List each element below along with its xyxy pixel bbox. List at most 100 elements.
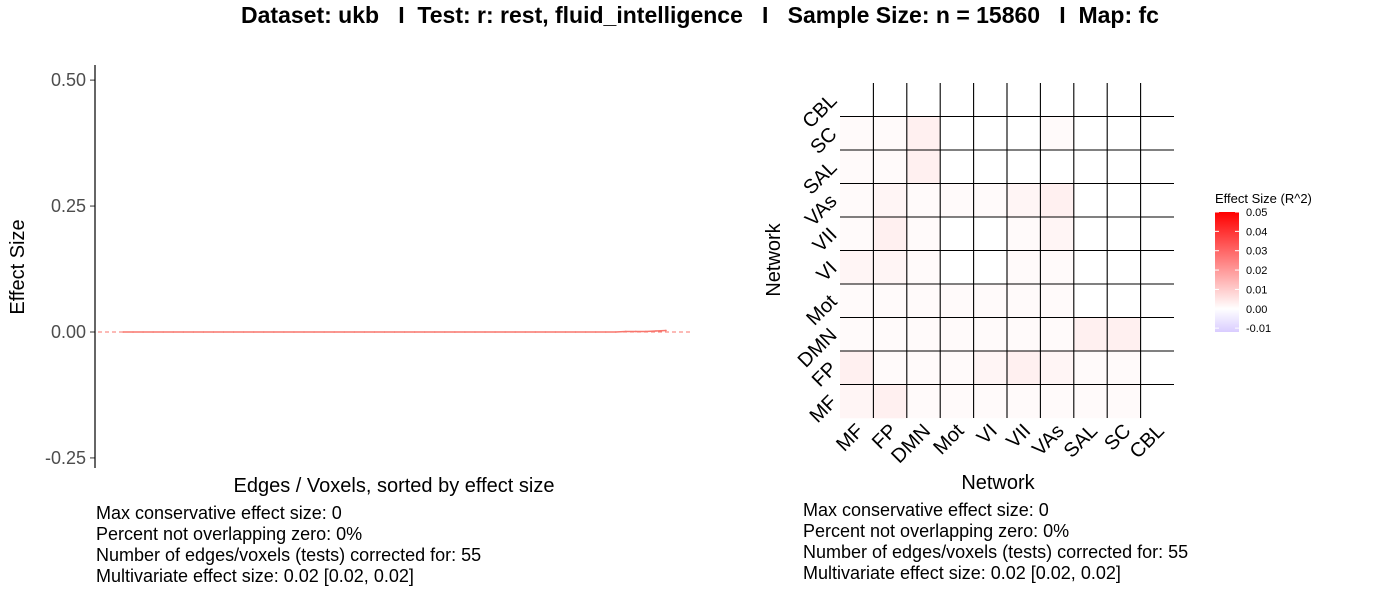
stat-multivariate-effect: Multivariate effect size: 0.02 [0.02, 0.… xyxy=(96,566,414,586)
effect-size-point xyxy=(343,331,346,333)
heatmap-cell xyxy=(940,83,974,117)
effect-size-point xyxy=(313,331,315,333)
effect-size-point xyxy=(242,331,245,333)
heatmap-x-tick-label: Mot xyxy=(929,420,968,459)
heatmap-cell xyxy=(1107,384,1141,419)
heatmap-cell xyxy=(873,116,908,151)
effect-size-point xyxy=(544,331,547,333)
heatmap-y-tick-label: Mot xyxy=(802,290,841,329)
legend-title: Effect Size (R^2) xyxy=(1215,191,1312,206)
effect-size-point xyxy=(293,331,295,333)
stat-percent-not-overlapping: Percent not overlapping zero: 0% xyxy=(803,521,1070,541)
effect-size-point xyxy=(454,331,456,333)
effect-size-point xyxy=(604,331,607,333)
effect-size-point xyxy=(524,331,527,333)
heatmap-y-tick-label: VI xyxy=(813,257,842,286)
heatmap-cell xyxy=(906,83,941,117)
effect-size-point xyxy=(474,331,476,333)
effect-size-point xyxy=(132,331,134,333)
heatmap-cell xyxy=(1107,351,1141,385)
stat-max-conservative-effect: Max conservative effect size: 0 xyxy=(96,503,342,523)
heatmap-cell xyxy=(1073,284,1108,318)
effect-size-point xyxy=(162,331,165,333)
stat-tests-corrected: Number of edges/voxels (tests) corrected… xyxy=(96,545,482,565)
heatmap-cell xyxy=(973,351,1008,385)
heatmap-y-tick-label: MF xyxy=(806,391,842,427)
heatmap-cells xyxy=(840,83,1175,419)
heatmap-cell xyxy=(1007,317,1041,352)
heatmap-cell xyxy=(1107,183,1141,218)
heatmap-cell xyxy=(840,83,874,117)
legend-tick-label: 0.03 xyxy=(1246,246,1267,258)
heatmap-cell xyxy=(1107,284,1141,318)
heatmap-cell xyxy=(940,317,974,352)
effect-size-point xyxy=(614,331,617,333)
effect-size-points xyxy=(122,329,667,333)
heatmap-cell xyxy=(973,183,1008,218)
heatmap-cell xyxy=(1007,116,1041,151)
heatmap-cell xyxy=(873,351,908,385)
effect-size-point xyxy=(665,329,667,332)
heatmap-cell xyxy=(1073,83,1108,117)
heatmap-cell xyxy=(1107,150,1141,184)
line-chart-x-label: Edges / Voxels, sorted by effect size xyxy=(234,475,555,497)
heatmap-cell xyxy=(1140,284,1175,318)
heatmap-cell xyxy=(1007,284,1041,318)
y-tick-label: -0.25 xyxy=(45,448,86,468)
heatmap-cell xyxy=(1007,351,1041,385)
heatmap-cell xyxy=(1007,83,1041,117)
effect-size-point xyxy=(645,330,647,333)
effect-size-point xyxy=(564,331,567,333)
legend-tick-label: 0.00 xyxy=(1246,304,1267,316)
effect-size-point xyxy=(635,330,637,333)
effect-size-point xyxy=(403,331,406,333)
effect-size-point xyxy=(504,331,506,333)
heatmap-cell xyxy=(840,351,874,385)
page-title: Dataset: ukb I Test: r: rest, fluid_inte… xyxy=(241,2,1159,28)
heatmap-cell xyxy=(973,116,1008,151)
legend-ticks: 0.05 0.04 0.03 0.02 0.01 0.00 -0.01 xyxy=(1215,207,1271,335)
heatmap-cell xyxy=(840,317,874,352)
heatmap-cell xyxy=(940,150,974,184)
effect-size-point xyxy=(262,331,265,333)
effect-size-line-chart: 0.50 0.25 0.00 -0.25 Effect Size Edges / Vo… xyxy=(7,65,691,497)
heatmap-cell xyxy=(973,250,1008,285)
heatmap-cell xyxy=(840,384,874,419)
heatmap-cell xyxy=(940,284,974,318)
heatmap-y-label: Network xyxy=(763,222,785,296)
heatmap-cell xyxy=(873,317,908,352)
heatmap-cell xyxy=(1140,150,1175,184)
heatmap-cell xyxy=(1007,183,1041,218)
heatmap-cell xyxy=(906,284,941,318)
heatmap-cell xyxy=(1140,83,1175,117)
heatmap-cell xyxy=(1007,250,1041,285)
effect-size-point xyxy=(232,331,235,333)
heatmap-cell xyxy=(1040,217,1075,251)
effect-size-point xyxy=(574,331,577,333)
heatmap-cell xyxy=(1040,116,1075,151)
heatmap-cell xyxy=(1140,250,1175,285)
effect-size-point xyxy=(383,331,386,333)
heatmap-cell xyxy=(840,183,874,218)
heatmap-cell xyxy=(1073,317,1108,352)
heatmap-cell xyxy=(1107,317,1141,352)
y-tick-label: 0.25 xyxy=(51,196,86,216)
effect-size-point xyxy=(283,331,285,333)
heatmap-cell xyxy=(1007,217,1041,251)
heatmap-cell xyxy=(940,217,974,251)
effect-size-point xyxy=(443,331,446,333)
effect-size-point xyxy=(554,331,557,333)
heatmap-grid xyxy=(840,83,1174,418)
effect-size-point xyxy=(373,331,376,333)
heatmap-cell xyxy=(873,250,908,285)
stat-multivariate-effect: Multivariate effect size: 0.02 [0.02, 0.… xyxy=(803,563,1121,583)
effect-size-point xyxy=(584,331,587,333)
heatmap-cell xyxy=(840,150,874,184)
effect-size-point xyxy=(192,331,195,333)
effect-size-point xyxy=(202,331,205,333)
effect-size-point xyxy=(514,331,516,333)
heatmap-cell xyxy=(906,183,941,218)
effect-size-point xyxy=(323,331,325,333)
heatmap-cell xyxy=(1040,150,1075,184)
